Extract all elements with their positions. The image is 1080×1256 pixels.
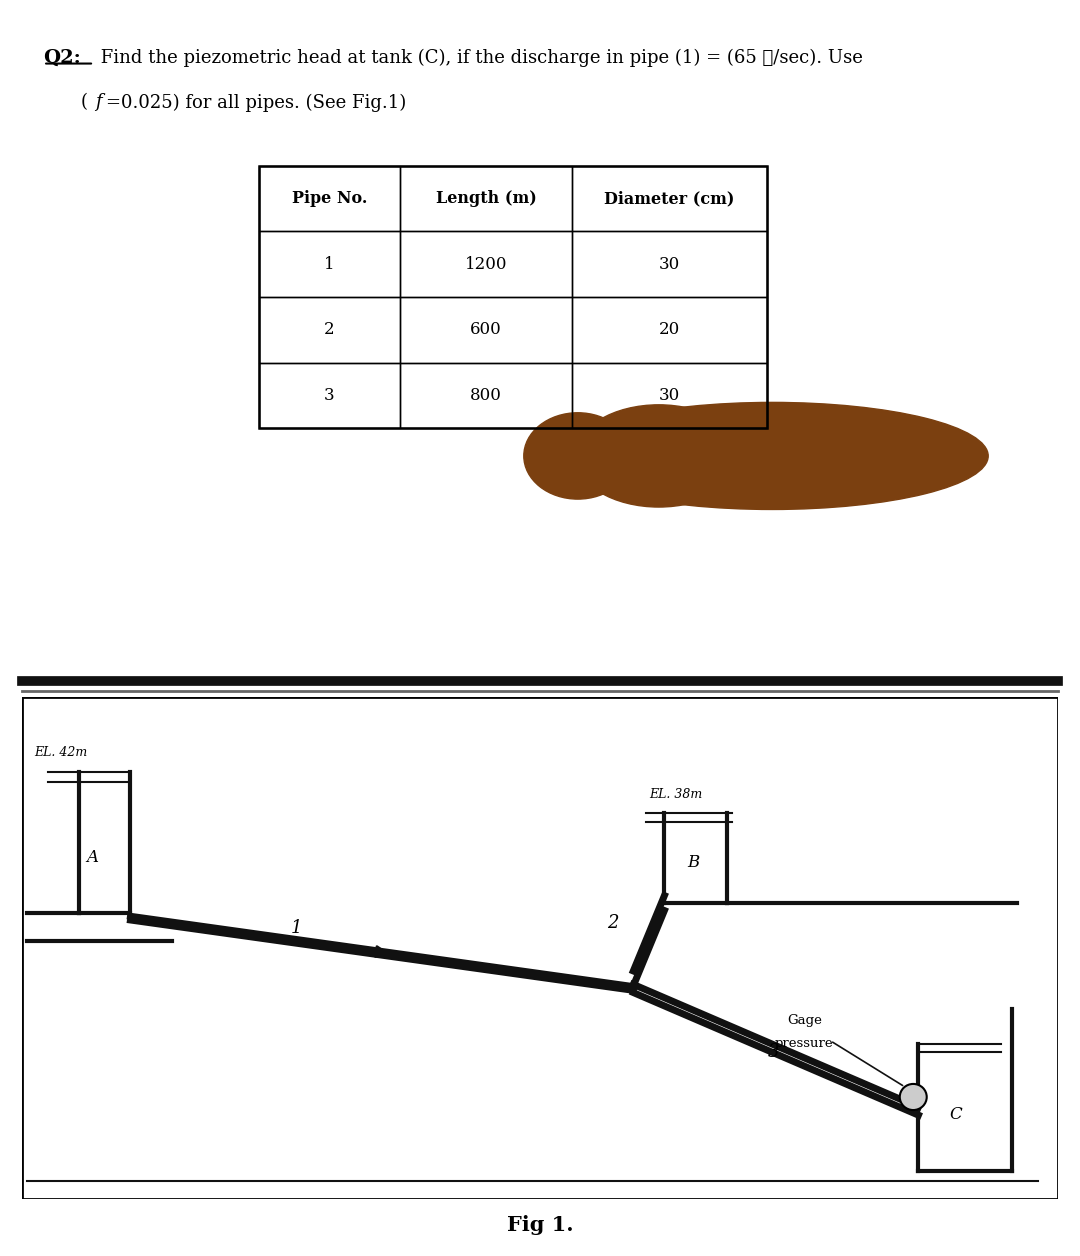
Text: =0.025) for all pipes. (See Fig.1): =0.025) for all pipes. (See Fig.1) <box>106 93 406 112</box>
Text: 1: 1 <box>292 919 302 937</box>
Bar <box>259 298 400 363</box>
Text: pressure: pressure <box>775 1037 834 1050</box>
Bar <box>400 363 572 428</box>
Bar <box>400 166 572 231</box>
Text: C: C <box>949 1105 962 1123</box>
Text: 2: 2 <box>607 914 619 932</box>
Text: 30: 30 <box>659 387 680 404</box>
Text: A: A <box>86 849 98 867</box>
Text: 30: 30 <box>659 256 680 273</box>
Bar <box>259 363 400 428</box>
Text: 20: 20 <box>659 322 680 338</box>
Text: 2: 2 <box>324 322 335 338</box>
Text: EL. 38m: EL. 38m <box>649 788 702 800</box>
Text: (: ( <box>81 93 87 112</box>
Text: 600: 600 <box>470 322 502 338</box>
Text: 3: 3 <box>768 1042 780 1061</box>
Ellipse shape <box>575 404 743 507</box>
Circle shape <box>900 1084 927 1110</box>
Bar <box>259 166 767 428</box>
Text: EL. 42m: EL. 42m <box>35 746 87 760</box>
Text: f: f <box>95 93 102 112</box>
Text: Pipe No.: Pipe No. <box>292 190 367 207</box>
Text: 800: 800 <box>470 387 502 404</box>
Bar <box>400 231 572 296</box>
Ellipse shape <box>556 402 988 510</box>
Text: 3: 3 <box>324 387 335 404</box>
Text: Length (m): Length (m) <box>435 190 537 207</box>
Bar <box>572 298 767 363</box>
Text: Q2:: Q2: <box>43 48 81 67</box>
Text: 1: 1 <box>324 256 335 273</box>
Text: Fig 1.: Fig 1. <box>507 1215 573 1235</box>
Text: Diameter (cm): Diameter (cm) <box>605 190 734 207</box>
Text: 1200: 1200 <box>464 256 508 273</box>
Bar <box>400 298 572 363</box>
Bar <box>572 166 767 231</box>
Text: Find the piezometric head at tank (C), if the discharge in pipe (1) = (65 ℓ/sec): Find the piezometric head at tank (C), i… <box>95 48 863 67</box>
Ellipse shape <box>524 413 632 499</box>
Text: Gage: Gage <box>787 1014 822 1027</box>
Bar <box>259 231 400 296</box>
Bar <box>572 231 767 296</box>
Text: B: B <box>687 854 700 872</box>
Bar <box>259 166 400 231</box>
Bar <box>572 363 767 428</box>
